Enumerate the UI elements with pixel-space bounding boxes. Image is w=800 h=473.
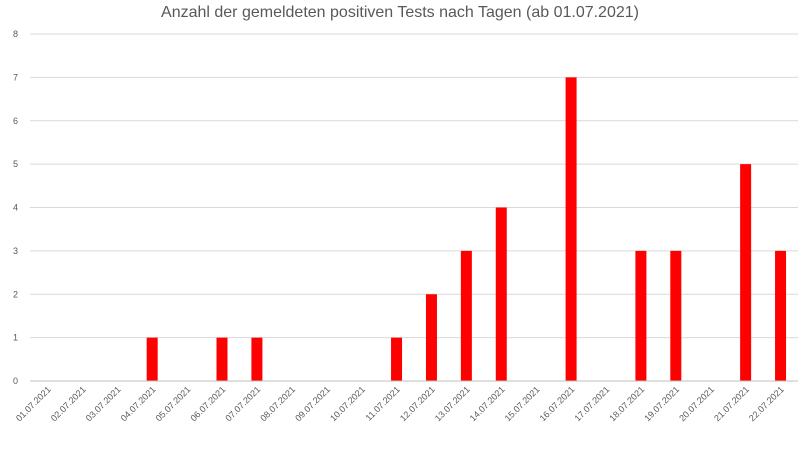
x-tick-label: 15.07.2021 xyxy=(503,384,542,423)
bar xyxy=(391,337,403,381)
x-tick-label: 02.07.2021 xyxy=(49,384,88,423)
x-tick-label: 10.07.2021 xyxy=(328,384,367,423)
x-tick-label: 16.07.2021 xyxy=(538,384,577,423)
x-tick-label: 01.07.2021 xyxy=(14,384,53,423)
y-tick-label: 3 xyxy=(13,246,18,256)
bar xyxy=(670,250,682,381)
x-axis-ticks: 01.07.202102.07.202103.07.202104.07.2021… xyxy=(14,384,786,423)
x-tick-label: 20.07.2021 xyxy=(677,384,716,423)
x-tick-label: 19.07.2021 xyxy=(642,384,681,423)
x-tick-label: 08.07.2021 xyxy=(258,384,297,423)
x-tick-label: 07.07.2021 xyxy=(223,384,262,423)
x-tick-label: 04.07.2021 xyxy=(119,384,158,423)
x-tick-label: 22.07.2021 xyxy=(747,384,786,423)
x-tick-label: 06.07.2021 xyxy=(188,384,227,423)
y-tick-label: 5 xyxy=(13,159,18,169)
y-tick-label: 8 xyxy=(13,29,18,39)
y-tick-label: 6 xyxy=(13,116,18,126)
bar xyxy=(775,250,787,381)
bar xyxy=(460,250,472,381)
y-axis-ticks: 0 1 2 3 4 5 6 7 8 xyxy=(13,29,18,386)
bar xyxy=(495,207,507,381)
bar xyxy=(565,77,577,381)
gridlines xyxy=(30,33,798,339)
bar xyxy=(216,337,228,381)
x-tick-label: 14.07.2021 xyxy=(468,384,507,423)
bar xyxy=(425,294,437,381)
x-tick-label: 12.07.2021 xyxy=(398,384,437,423)
y-tick-label: 1 xyxy=(13,333,18,343)
x-tick-label: 05.07.2021 xyxy=(154,384,193,423)
x-tick-label: 11.07.2021 xyxy=(363,384,401,422)
y-tick-label: 7 xyxy=(13,72,18,82)
x-tick-label: 18.07.2021 xyxy=(607,384,646,423)
y-tick-label: 2 xyxy=(13,289,18,299)
chart-title: Anzahl der gemeldeten positiven Tests na… xyxy=(161,4,639,21)
bar xyxy=(740,164,752,381)
bar xyxy=(146,337,158,381)
x-tick-label: 03.07.2021 xyxy=(84,384,123,423)
x-tick-label: 21.07.2021 xyxy=(712,384,751,423)
y-tick-label: 0 xyxy=(13,376,18,386)
x-tick-label: 17.07.2021 xyxy=(572,384,611,423)
x-tick-label: 13.07.2021 xyxy=(433,384,472,423)
y-tick-label: 4 xyxy=(13,203,18,213)
bar xyxy=(251,337,263,381)
bars xyxy=(146,77,787,381)
x-tick-label: 09.07.2021 xyxy=(293,384,332,423)
bar xyxy=(635,250,647,381)
